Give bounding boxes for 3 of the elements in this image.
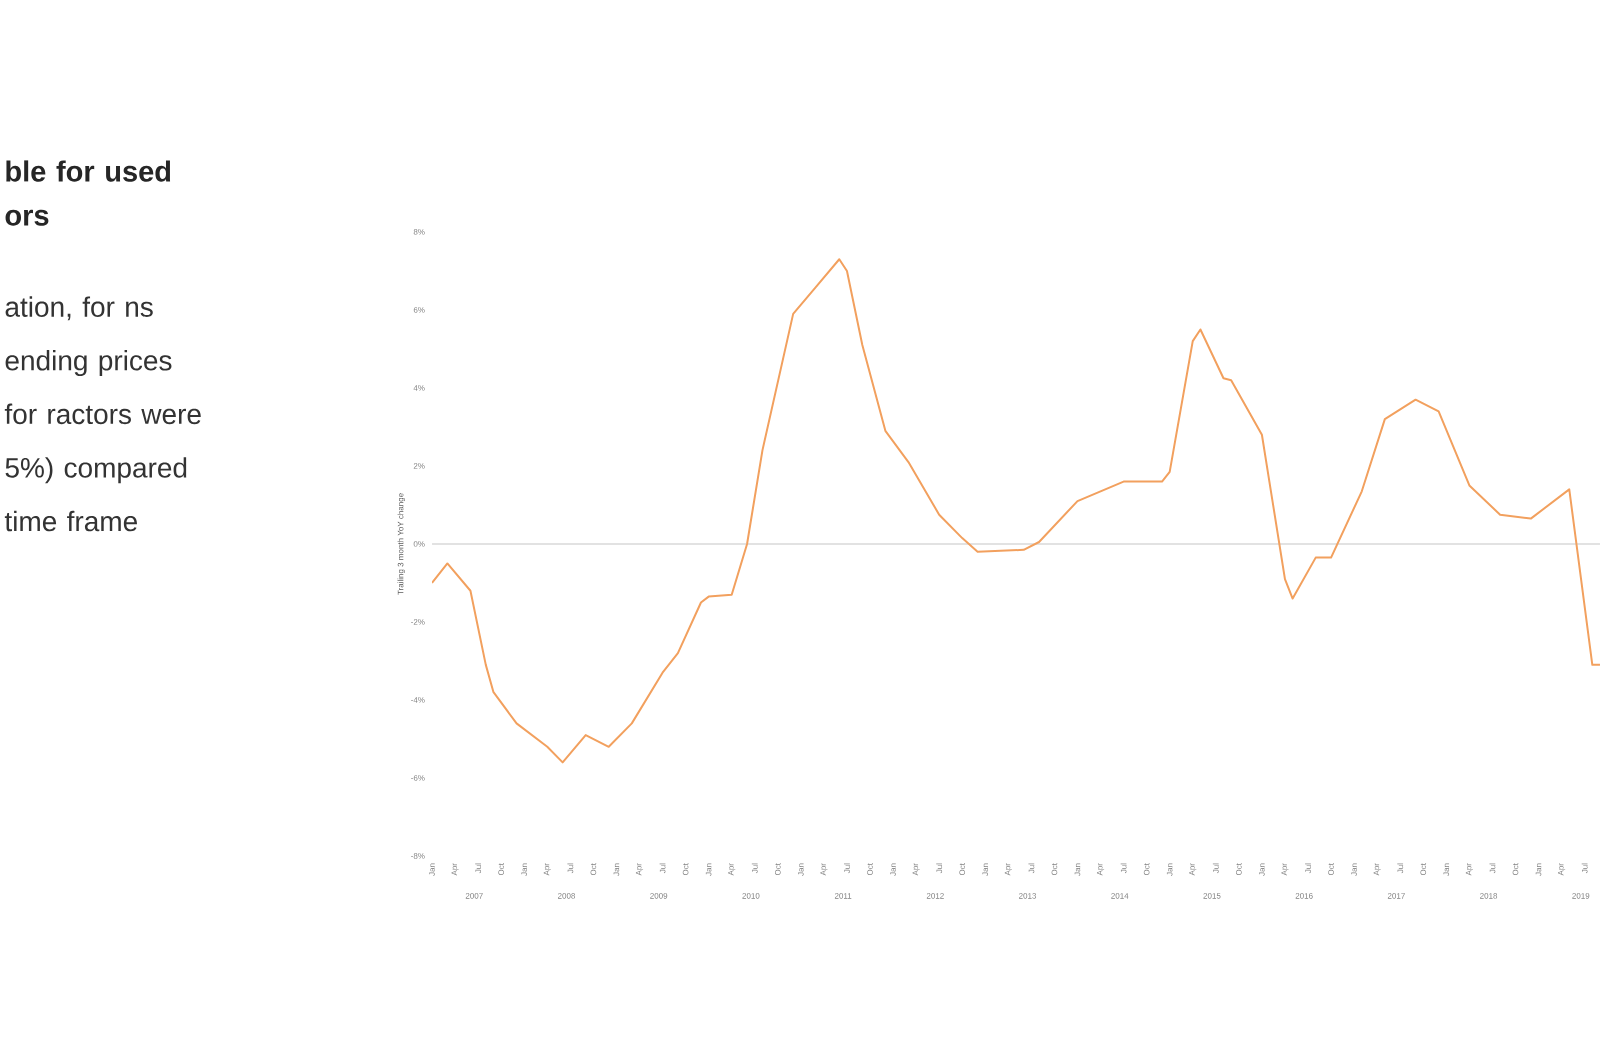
- line-series: [432, 258, 1600, 764]
- text: ble for used ors: [5, 160, 171, 226]
- text: ation, for ns ending prices for ractors were 5%) compared time frame: [4, 296, 201, 532]
